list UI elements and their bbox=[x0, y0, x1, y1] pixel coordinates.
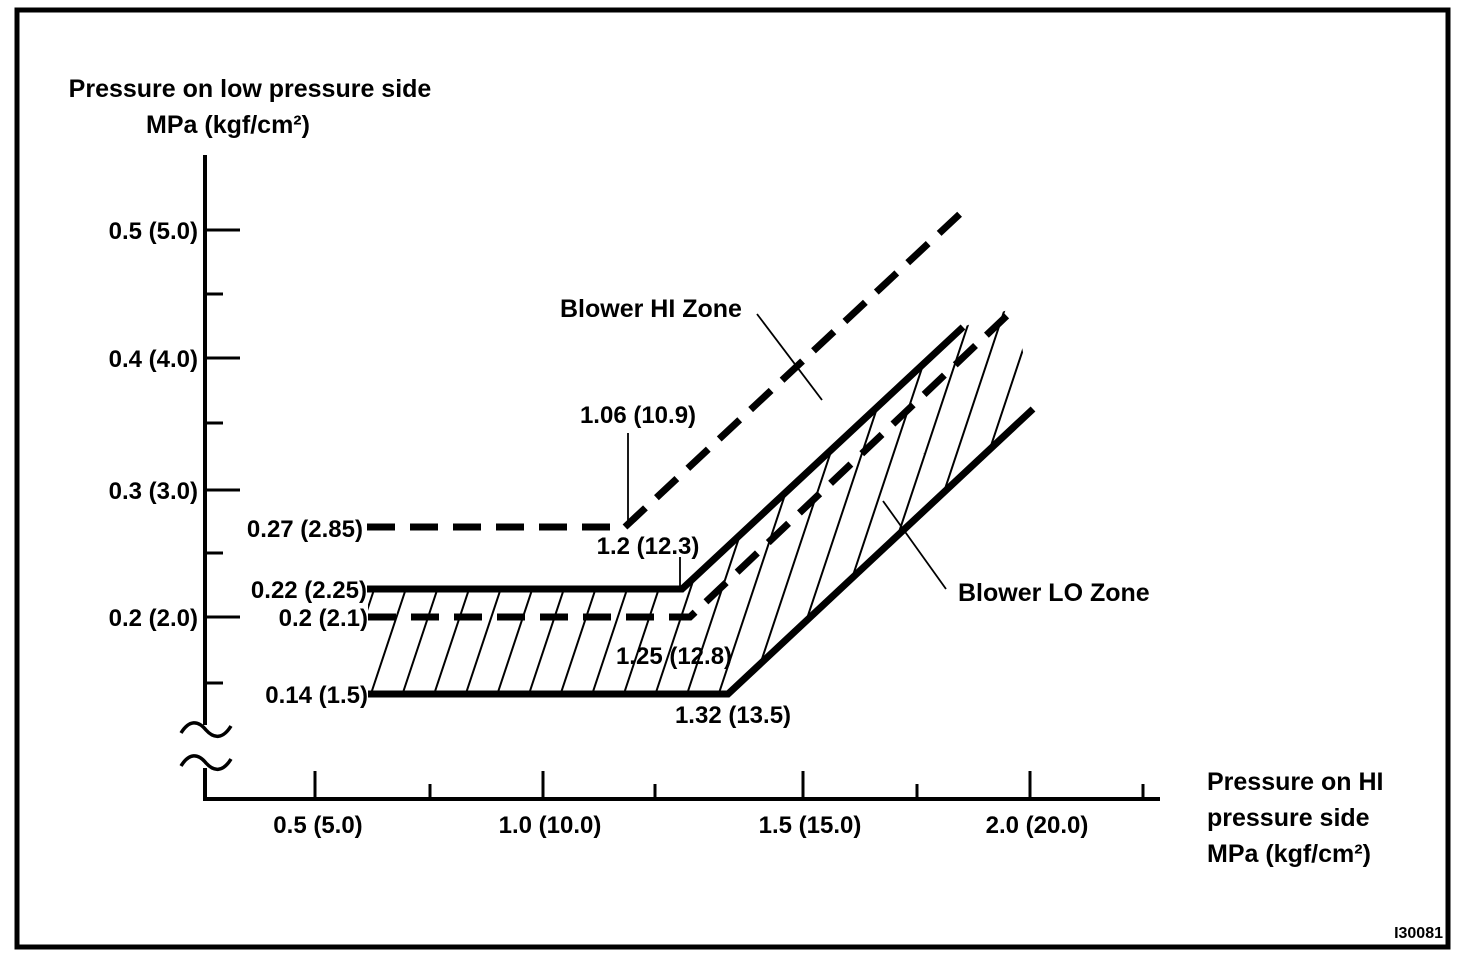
y-tick-label-0-3: 0.3 (3.0) bbox=[109, 478, 198, 505]
value-label-0-2: 0.2 (2.1) bbox=[279, 605, 368, 632]
value-label-1-32: 1.32 (13.5) bbox=[675, 702, 791, 729]
value-label-0-22: 0.22 (2.25) bbox=[251, 577, 367, 604]
value-label-1-25: 1.25 (12.8) bbox=[616, 643, 732, 670]
value-label-1-06: 1.06 (10.9) bbox=[580, 402, 696, 429]
blower-lo-zone-label: Blower LO Zone bbox=[958, 579, 1150, 607]
x-tick-label-1-5: 1.5 (15.0) bbox=[759, 812, 862, 839]
y-axis-break-squiggle-1 bbox=[179, 754, 233, 771]
lo-zone-dashed-line bbox=[368, 305, 1018, 621]
x-axis-title-line2: pressure side bbox=[1207, 804, 1370, 832]
value-label-0-27: 0.27 (2.85) bbox=[247, 516, 363, 543]
hi-lo-boundary-solid-line bbox=[367, 324, 966, 593]
x-tick-label-0-5: 0.5 (5.0) bbox=[273, 812, 362, 839]
x-axis-title-line3: MPa (kgf/cm²) bbox=[1207, 840, 1371, 868]
y-tick-label-0-5: 0.5 (5.0) bbox=[109, 218, 198, 245]
y-axis-title-line1: Pressure on low pressure side bbox=[69, 75, 432, 103]
leader-blower-hi-zone bbox=[756, 313, 823, 401]
x-tick-label-1-0: 1.0 (10.0) bbox=[499, 812, 602, 839]
blower-hi-zone-label: Blower HI Zone bbox=[560, 295, 742, 323]
y-axis-title-line2: MPa (kgf/cm²) bbox=[146, 111, 310, 139]
y-tick-label-0-2: 0.2 (2.0) bbox=[109, 605, 198, 632]
y-tick-label-0-4: 0.4 (4.0) bbox=[109, 346, 198, 373]
blower-lo-zone-hatch bbox=[368, 307, 1033, 694]
hi-zone-upper-dashed-line bbox=[367, 209, 965, 531]
x-axis-title-line1: Pressure on HI bbox=[1207, 768, 1383, 796]
value-label-1-2: 1.2 (12.3) bbox=[597, 533, 700, 560]
x-tick-label-2-0: 2.0 (20.0) bbox=[986, 812, 1089, 839]
lo-zone-lower-solid-line bbox=[368, 406, 1036, 698]
figure-code: I30081 bbox=[1394, 925, 1443, 942]
value-label-0-14: 0.14 (1.5) bbox=[265, 682, 368, 709]
y-axis-break-squiggle-0 bbox=[179, 721, 233, 738]
leader-blower-lo-zone bbox=[882, 500, 947, 590]
figure-border bbox=[14, 7, 1451, 950]
